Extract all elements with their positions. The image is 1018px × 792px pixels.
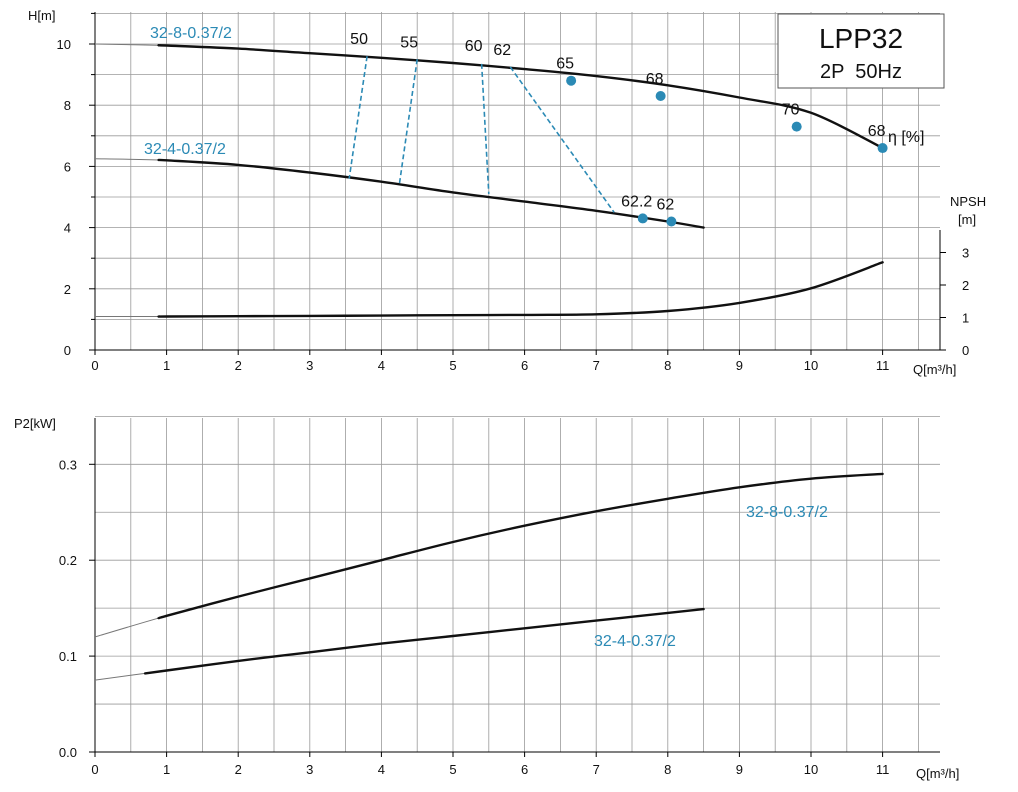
head-x-tick-label: 9 (736, 358, 743, 373)
npsh-axis-unit: [m] (958, 212, 976, 227)
npsh-y-tick-label: 3 (962, 246, 969, 261)
head-x-axis-label: Q[m³/h] (913, 362, 956, 377)
efficiency-label: 65 (556, 56, 574, 73)
efficiency-marker (877, 143, 888, 154)
head-x-tick-label: 6 (521, 358, 528, 373)
head-y-tick-label: 4 (64, 221, 71, 236)
power-series-label-32-8: 32-8-0.37/2 (746, 504, 828, 521)
efficiency-marker (791, 121, 802, 132)
efficiency-marker (666, 216, 677, 227)
head-x-tick-label: 3 (306, 358, 313, 373)
npsh-y-tick-label: 2 (962, 278, 969, 293)
title-box: LPP32 2P 50Hz (777, 13, 945, 89)
power-x-tick-label: 11 (876, 762, 890, 777)
power-x-tick-label: 8 (664, 762, 671, 777)
power-x-tick-label: 9 (736, 762, 743, 777)
iso-efficiency-line (398, 59, 418, 185)
power-y-tick-label: 0.3 (59, 457, 77, 472)
power-x-tick-label: 10 (804, 762, 818, 777)
efficiency-label: 70 (782, 102, 800, 119)
head-x-tick-label: 4 (378, 358, 385, 373)
head-curve-32-4 (157, 158, 705, 229)
iso-efficiency-line (348, 56, 368, 179)
efficiency-label: 50 (350, 31, 368, 48)
power-x-axis-label: Q[m³/h] (916, 766, 959, 781)
efficiency-unit-label: η [%] (888, 129, 924, 146)
power-x-tick-label: 6 (521, 762, 528, 777)
power-x-tick-label: 4 (378, 762, 385, 777)
npsh-y-tick-label: 1 (962, 311, 969, 326)
efficiency-label: 68 (646, 71, 664, 88)
curves-layer (94, 43, 884, 681)
head-curve-32-8 (157, 44, 884, 150)
head-series-label-32-4: 32-4-0.37/2 (144, 141, 226, 158)
iso-efficiency-line (480, 63, 490, 194)
head-series-label-32-8: 32-8-0.37/2 (150, 25, 232, 42)
power-x-tick-label: 7 (593, 762, 600, 777)
power-curve-32-4 (143, 607, 705, 675)
npsh-axis-label: NPSH (950, 194, 986, 209)
power-y-tick-label: 0.0 (59, 745, 77, 760)
npsh-y-tick-label: 0 (962, 343, 969, 358)
head-curve-32-4-extension (94, 158, 704, 229)
speed-frequency-subtitle: 2P 50Hz (820, 61, 902, 83)
head-y-tick-label: 8 (64, 98, 71, 113)
power-x-tick-label: 1 (163, 762, 170, 777)
power-y-tick-label: 0.1 (59, 649, 77, 664)
power-x-tick-label: 0 (91, 762, 98, 777)
head-x-tick-label: 2 (235, 358, 242, 373)
power-curve-32-8 (157, 472, 884, 620)
head-y-tick-label: 6 (64, 159, 71, 174)
power-x-tick-label: 3 (306, 762, 313, 777)
head-x-tick-label: 11 (876, 358, 890, 373)
head-x-tick-label: 1 (163, 358, 170, 373)
model-title: LPP32 (819, 23, 903, 54)
efficiency-marker (566, 75, 577, 86)
head-x-tick-label: 0 (91, 358, 98, 373)
efficiency-label: 62 (656, 196, 674, 213)
power-x-tick-label: 5 (449, 762, 456, 777)
head-x-tick-label: 5 (449, 358, 456, 373)
head-x-tick-label: 10 (804, 358, 818, 373)
head-x-tick-label: 7 (593, 358, 600, 373)
head-x-tick-label: 8 (664, 358, 671, 373)
efficiency-label: 62 (493, 42, 511, 59)
iso-efficiency-lines (348, 56, 615, 213)
iso-efficiency-line (509, 66, 615, 213)
head-y-tick-label: 10 (57, 37, 71, 52)
efficiency-label: 60 (465, 38, 483, 55)
head-y-axis-label: H[m] (28, 8, 55, 23)
efficiency-label: 62.2 (621, 193, 652, 210)
head-y-tick-label: 2 (64, 282, 71, 297)
title-box-frame (777, 13, 945, 89)
efficiency-marker (637, 213, 648, 224)
head-y-tick-label: 0 (64, 343, 71, 358)
power-chart-grid: 0.0 0.1 0.2 0.3 0 1 2 3 4 5 6 7 8 9 10 11 P2[kW] Q[m³/h] (14, 415, 959, 781)
power-y-tick-label: 0.2 (59, 553, 77, 568)
power-y-axis-label: P2[kW] (14, 416, 56, 431)
power-series-label-32-4: 32-4-0.37/2 (594, 633, 676, 650)
efficiency-label: 68 (868, 123, 886, 140)
efficiency-marker (655, 91, 666, 102)
efficiency-label: 55 (400, 34, 418, 51)
npsh-curve (157, 261, 884, 318)
power-x-tick-label: 2 (235, 762, 242, 777)
efficiency-markers (566, 75, 888, 227)
